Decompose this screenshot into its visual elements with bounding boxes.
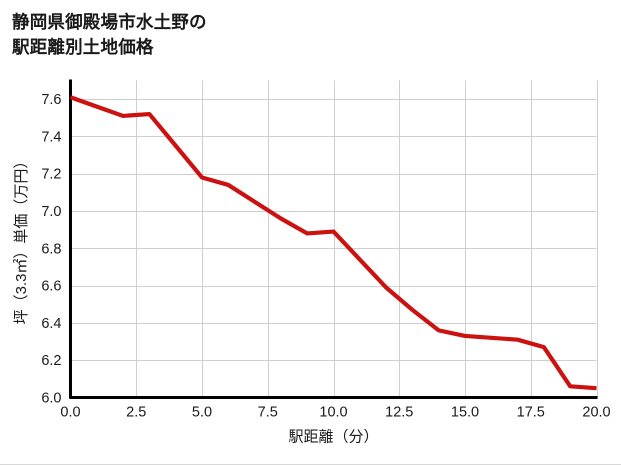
- y-tick-labels: 6.0 6.2 6.4 6.6 6.8 7.0 7.2 7.4 7.6: [41, 92, 61, 406]
- plot-background: [70, 80, 597, 398]
- y-axis-title: 坪（3.3㎡）単価（万円）: [13, 154, 30, 325]
- y-tick-label: 7.0: [41, 204, 61, 220]
- x-tick-label: 0.0: [60, 405, 80, 421]
- y-tick-label: 6.6: [41, 279, 61, 295]
- price-line: [69, 95, 597, 391]
- x-tick-label: 7.5: [258, 405, 278, 421]
- x-tick-label: 12.5: [385, 405, 413, 421]
- x-tick-label: 10.0: [319, 405, 347, 421]
- svg-text:駅距離（分）: 駅距離（分）: [288, 428, 378, 446]
- x-tick-label: 20.0: [582, 405, 610, 421]
- x-tick-label: 15.0: [451, 405, 479, 421]
- svg-text:坪（3.3㎡）単価（万円）: 坪（3.3㎡）単価（万円）: [13, 154, 30, 325]
- y-tick-label: 6.0: [41, 391, 61, 407]
- y-tick-label: 7.2: [41, 167, 61, 183]
- y-tick-label: 6.8: [41, 241, 61, 257]
- x-tick-label: 17.5: [517, 405, 545, 421]
- y-tick-label: 7.6: [41, 92, 61, 108]
- x-axis-title: 駅距離（分）: [288, 428, 378, 446]
- y-tick-label: 6.2: [41, 353, 61, 369]
- y-tick-label: 7.4: [41, 129, 61, 145]
- x-tick-label: 5.0: [192, 405, 212, 421]
- axis-spines: [69, 79, 598, 399]
- chart-title: 静岡県御殿場市水土野の 駅距離別土地価格: [12, 12, 207, 58]
- data-series: [69, 95, 597, 391]
- x-tick-label: 2.5: [126, 405, 146, 421]
- x-tick-labels: 0.0 2.5 5.0 7.5 10.0 12.5 15.0 17.5 20.0: [60, 405, 610, 421]
- y-tick-label: 6.4: [41, 316, 61, 332]
